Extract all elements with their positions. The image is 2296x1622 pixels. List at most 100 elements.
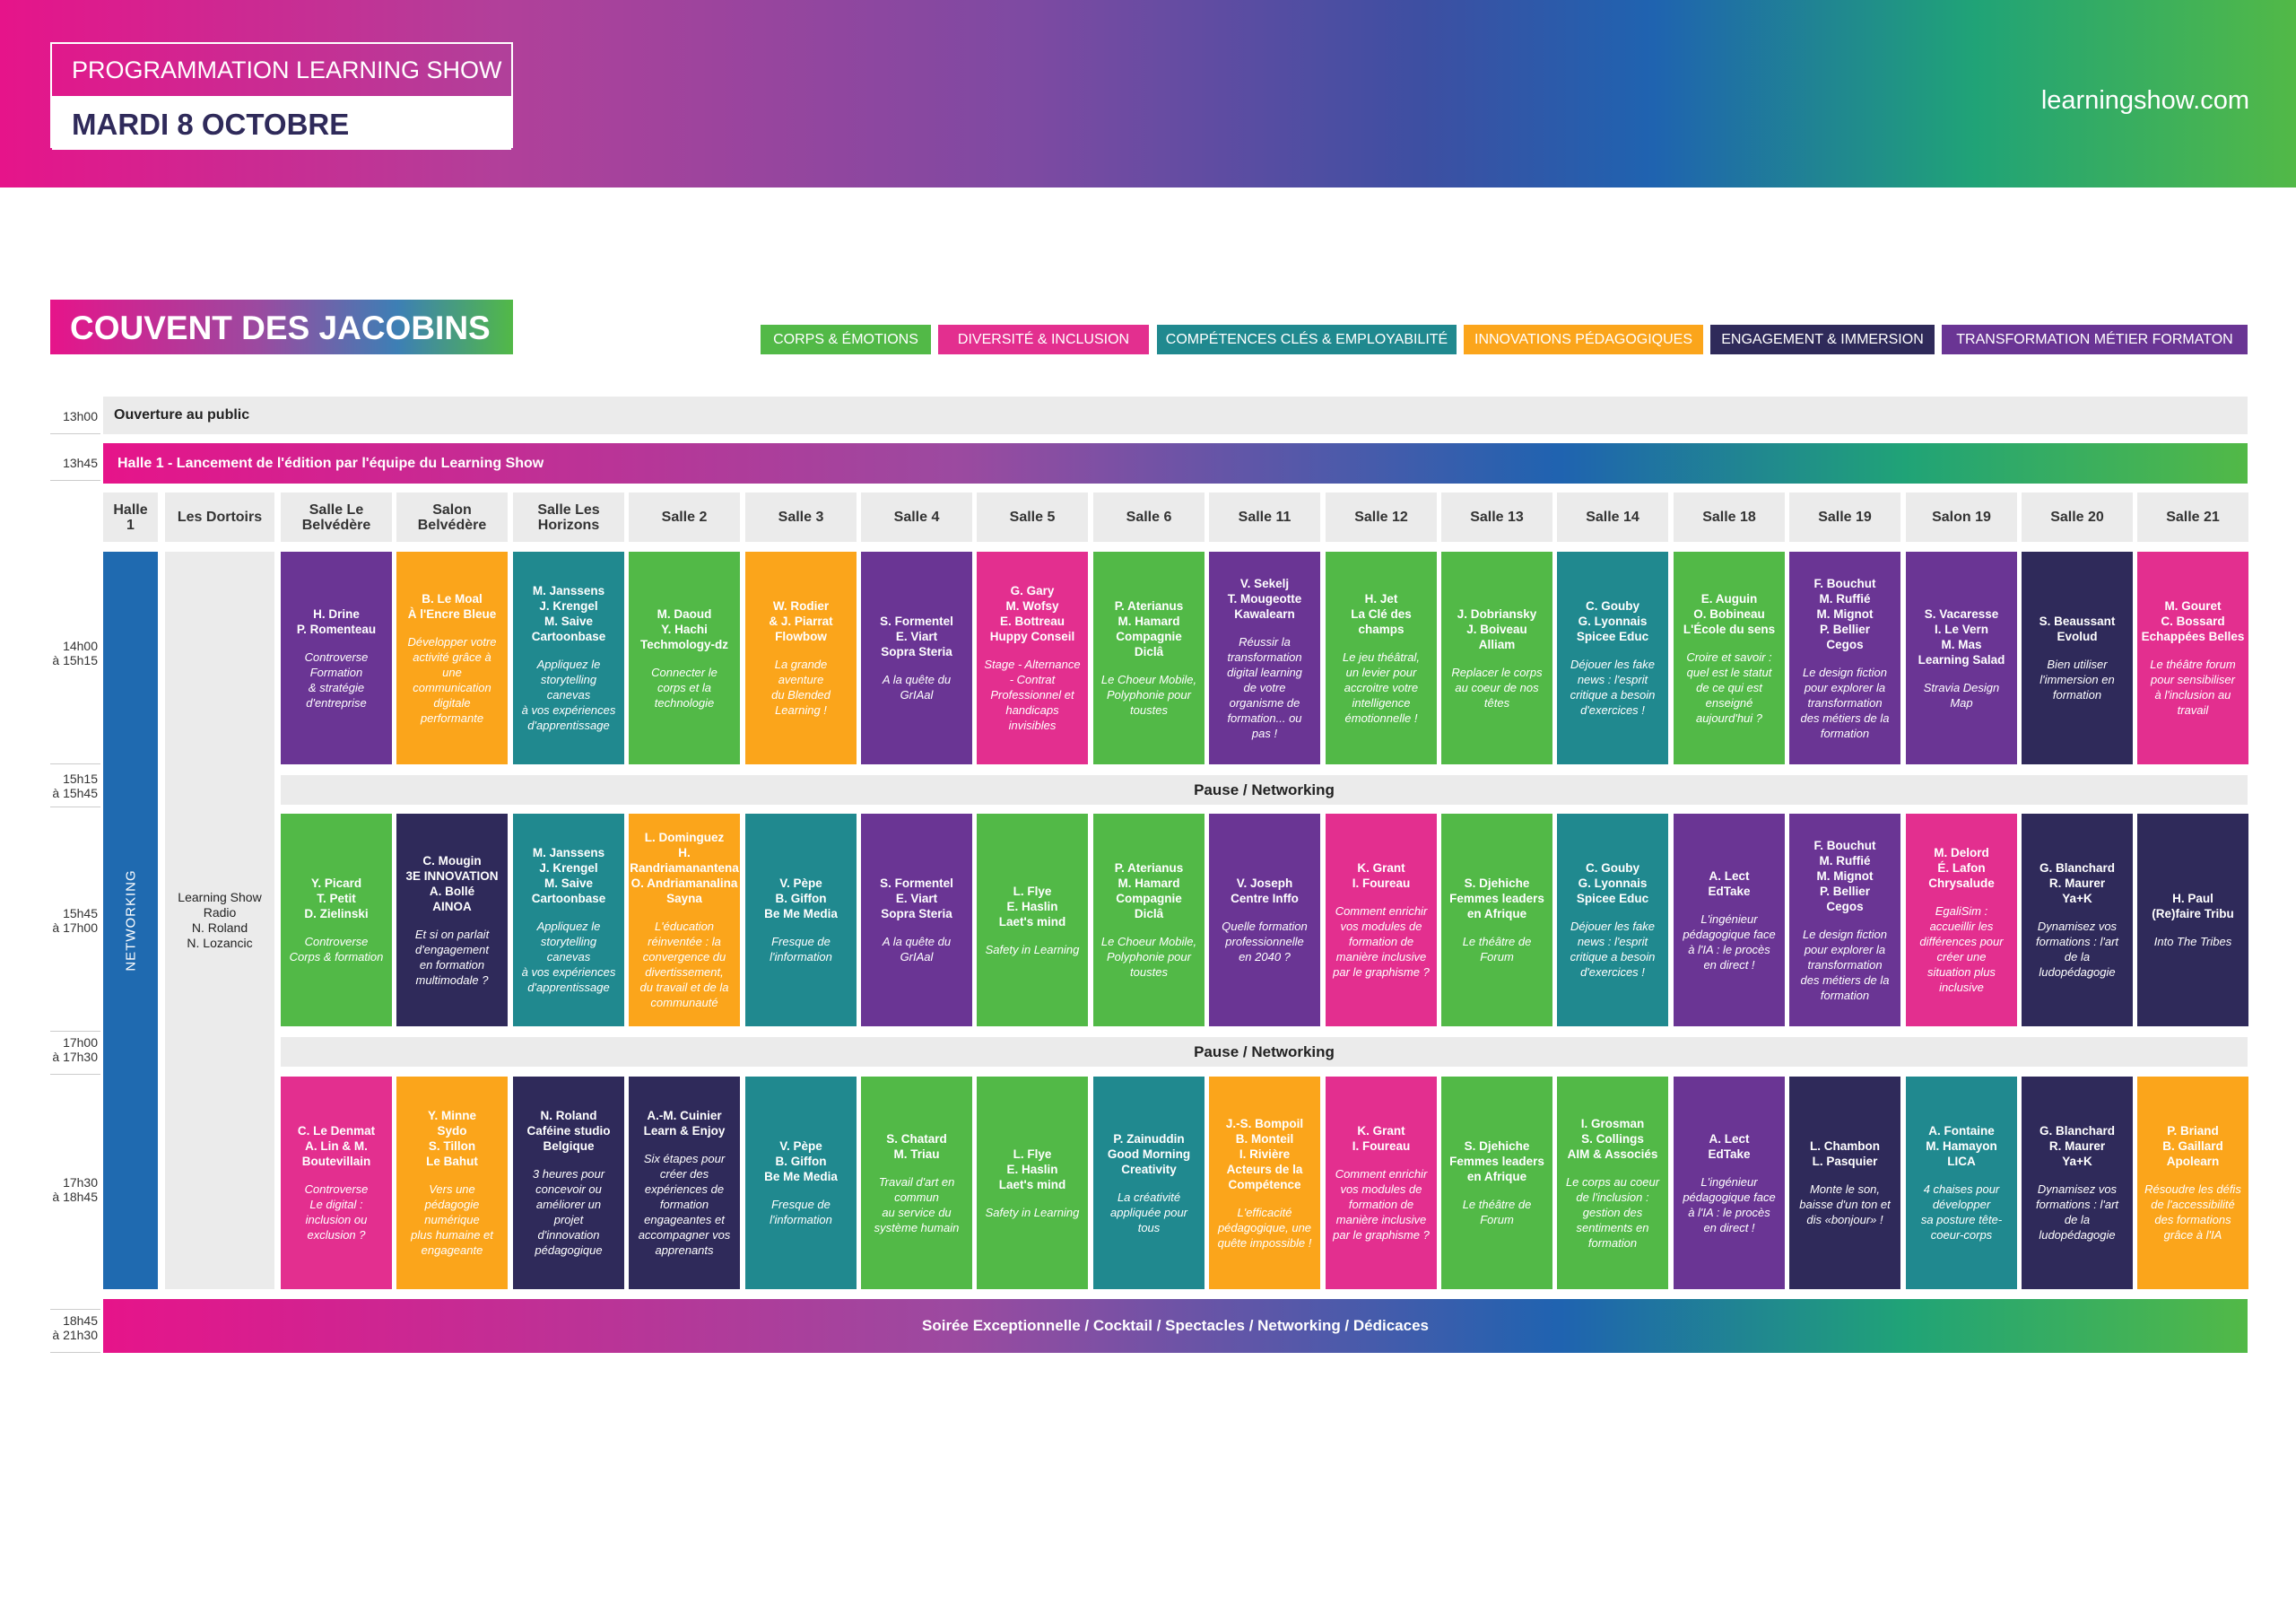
session-title: Travail d'art en commun au service du sy… — [874, 1174, 960, 1234]
session-card[interactable]: K. Grant I. Foureau Comment enrichir vos … — [1326, 1077, 1437, 1289]
session-card[interactable]: M. Gouret C. Bossard Echappées Belles Le … — [2137, 552, 2248, 764]
session-card[interactable]: L. Flye E. Haslin Laet's mind Safety in L… — [977, 1077, 1088, 1289]
session-speakers: I. Grosman S. Collings AIM & Associés — [1567, 1116, 1658, 1161]
website-link[interactable]: learningshow.com — [2040, 86, 2249, 115]
session-card[interactable]: G. Blanchard R. Maurer Ya+K Dynamisez vos… — [2022, 814, 2133, 1026]
session-card[interactable]: P. Aterianus M. Hamard Compagnie Diclâ Le… — [1093, 552, 1205, 764]
session-card[interactable]: J.-S. Bompoil B. Monteil I. Rivière Acte… — [1209, 1077, 1320, 1289]
session-card[interactable]: J. Dobriansky J. Boiveau Alliam Replacer … — [1441, 552, 1552, 764]
session-speakers: W. Rodier & J. Piarrat Flowbow — [769, 599, 833, 643]
session-speakers: P. Briand B. Gaillard Apolearn — [2162, 1124, 2223, 1168]
session-title: A la quête du GrIAal — [882, 673, 952, 702]
legend-innovations: INNOVATIONS PÉDAGOGIQUES — [1464, 325, 1703, 354]
session-title: Comment enrichir vos modules de formatio… — [1333, 904, 1430, 979]
venue-title: COUVENT DES JACOBINS — [50, 300, 513, 354]
session-card[interactable]: V. Joseph Centre Inffo Quelle formation p… — [1209, 814, 1320, 1026]
room-header: Salle 20 — [2022, 493, 2133, 542]
session-card[interactable]: P. Briand B. Gaillard Apolearn Résoudre l… — [2137, 1077, 2248, 1289]
session-card[interactable]: H. Jet La Clé des champs Le jeu théâtral,… — [1326, 552, 1437, 764]
session-card[interactable]: M. Daoud Y. Hachi Techmology-dz Connecter… — [629, 552, 740, 764]
session-speakers: F. Bouchut M. Ruffié M. Mignot P. Bellie… — [1813, 838, 1876, 913]
session-card[interactable]: I. Grosman S. Collings AIM & Associés Le … — [1557, 1077, 1668, 1289]
pause-bar-2: Pause / Networking — [281, 1037, 2248, 1067]
legend-transformation: TRANSFORMATION MÉTIER FORMATON — [1942, 325, 2248, 354]
session-card[interactable]: S. Djehiche Femmes leaders en Afrique Le … — [1441, 1077, 1552, 1289]
session-speakers: M. Janssens J. Krengel M. Saive Cartoonb… — [531, 846, 606, 905]
session-card[interactable]: G. Blanchard R. Maurer Ya+K Dynamisez vos… — [2022, 1077, 2133, 1289]
session-card[interactable]: C. Gouby G. Lyonnais Spicee Educ Déjouer … — [1557, 814, 1668, 1026]
session-card[interactable]: L. Flye E. Haslin Laet's mind Safety in L… — [977, 814, 1088, 1026]
session-card[interactable]: L. Dominguez H. Randriamanantena O. Andr… — [629, 814, 740, 1026]
session-card[interactable]: Y. Minne Sydo S. Tillon Le Bahut Vers une… — [396, 1077, 508, 1289]
session-card[interactable]: K. Grant I. Foureau Comment enrichir vos … — [1326, 814, 1437, 1026]
session-card[interactable]: S. Formentel E. Viart Sopra Steria A la q… — [861, 814, 972, 1026]
session-card[interactable]: H. Paul (Re)faire Tribu Into The Tribes — [2137, 814, 2248, 1026]
session-card[interactable]: A. Lect EdTake L'ingénieur pédagogique fa… — [1674, 1077, 1785, 1289]
session-card[interactable]: P. Zainuddin Good Morning Creativity La c… — [1093, 1077, 1205, 1289]
session-speakers: V. Sekelj T. Mougeotte Kawalearn — [1227, 576, 1302, 621]
opening-bar: Ouverture au public — [103, 397, 2248, 434]
session-card[interactable]: B. Le Moal À l'Encre Bleue Développer vot… — [396, 552, 508, 764]
room-header: Salle 2 — [629, 493, 740, 542]
session-card[interactable]: S. Beaussant Evolud Bien utiliser l'immer… — [2022, 552, 2133, 764]
session-title: La créativité appliquée pour tous — [1109, 1190, 1188, 1234]
legend-engagement: ENGAGEMENT & IMMERSION — [1710, 325, 1935, 354]
col-halle-1: Halle 1 — [103, 493, 158, 542]
session-card[interactable]: S. Vacaresse I. Le Vern M. Mas Learning … — [1906, 552, 2017, 764]
session-title: Stravia Design Map — [1923, 680, 2000, 710]
session-card[interactable]: N. Roland Caféine studio Belgique 3 heure… — [513, 1077, 624, 1289]
session-title: Le théâtre de Forum — [1462, 935, 1532, 964]
session-speakers: P. Aterianus M. Hamard Compagnie Diclâ — [1114, 861, 1184, 920]
room-header: Salle Le Belvédère — [281, 493, 392, 542]
session-card[interactable]: F. Bouchut M. Ruffié M. Mignot P. Bellie… — [1789, 552, 1900, 764]
session-card[interactable]: A.-M. Cuinier Learn & Enjoy Six étapes po… — [629, 1077, 740, 1289]
session-title: Monte le son, baisse d'un ton et dis «bo… — [1799, 1182, 1891, 1226]
session-card[interactable]: P. Aterianus M. Hamard Compagnie Diclâ Le… — [1093, 814, 1205, 1026]
session-speakers: G. Blanchard R. Maurer Ya+K — [2039, 861, 2116, 905]
session-card[interactable]: A. Lect EdTake L'ingénieur pédagogique fa… — [1674, 814, 1785, 1026]
legend-diversite: DIVERSITÉ & INCLUSION — [938, 325, 1149, 354]
session-title: Connecter le corps et la technologie — [651, 665, 718, 710]
session-title: Vers une pédagogie numérique plus humain… — [411, 1182, 493, 1257]
session-card[interactable]: E. Auguin O. Bobineau L'École du sens Cro… — [1674, 552, 1785, 764]
session-card[interactable]: M. Delord É. Lafon Chrysalude EgaliSim : … — [1906, 814, 2017, 1026]
session-speakers: L. Dominguez H. Randriamanantena O. Andr… — [630, 831, 739, 905]
session-card[interactable]: V. Sekelj T. Mougeotte Kawalearn Réussir … — [1209, 552, 1320, 764]
session-title: Bien utiliser l'immersion en formation — [2039, 658, 2115, 702]
room-header: Salle 4 — [861, 493, 972, 542]
session-title: Le Choeur Mobile, Polyphonie pour touste… — [1100, 935, 1197, 979]
session-card[interactable]: S. Chatard M. Triau Travail d'art en comm… — [861, 1077, 972, 1289]
session-speakers: P. Zainuddin Good Morning Creativity — [1107, 1131, 1191, 1176]
session-card[interactable]: L. Chambon L. Pasquier Monte le son, bais… — [1789, 1077, 1900, 1289]
session-title: Croire et savoir : quel est le statut de… — [1686, 650, 1772, 725]
session-card[interactable]: V. Pèpe B. Giffon Be Me Media Fresque de … — [745, 814, 857, 1026]
session-card[interactable]: S. Djehiche Femmes leaders en Afrique Le … — [1441, 814, 1552, 1026]
col-les-dortoirs: Les Dortoirs — [165, 493, 274, 542]
session-card[interactable]: C. Gouby G. Lyonnais Spicee Educ Déjouer … — [1557, 552, 1668, 764]
session-card[interactable]: A. Fontaine M. Hamayon LICA 4 chaises pou… — [1906, 1077, 2017, 1289]
session-speakers: H. Paul (Re)faire Tribu — [2152, 892, 2234, 920]
session-title: Into The Tribes — [2153, 935, 2232, 948]
session-speakers: C. Gouby G. Lyonnais Spicee Educ — [1576, 861, 1649, 905]
session-card[interactable]: G. Gary M. Wofsy E. Bottreau Huppy Conse… — [977, 552, 1088, 764]
session-card[interactable]: C. Le Denmat A. Lin & M. Boutevillain Con… — [281, 1077, 392, 1289]
session-card[interactable]: V. Pèpe B. Giffon Be Me Media Fresque de … — [745, 1077, 857, 1289]
session-speakers: F. Bouchut M. Ruffié M. Mignot P. Bellie… — [1813, 576, 1876, 651]
room-header: Salle 14 — [1557, 493, 1668, 542]
session-card[interactable]: M. Janssens J. Krengel M. Saive Cartoonb… — [513, 552, 624, 764]
session-card[interactable]: Y. Picard T. Petit D. Zielinski Controver… — [281, 814, 392, 1026]
session-card[interactable]: S. Formentel E. Viart Sopra Steria A la q… — [861, 552, 972, 764]
session-speakers: A.-M. Cuinier Learn & Enjoy — [643, 1109, 726, 1138]
session-speakers: C. Gouby G. Lyonnais Spicee Educ — [1576, 599, 1649, 643]
session-title: Comment enrichir vos modules de formatio… — [1333, 1167, 1430, 1242]
session-card[interactable]: F. Bouchut M. Ruffié M. Mignot P. Bellie… — [1789, 814, 1900, 1026]
session-card[interactable]: W. Rodier & J. Piarrat Flowbow La grande … — [745, 552, 857, 764]
session-title: Controverse Le digital : inclusion ou ex… — [304, 1182, 369, 1242]
session-card[interactable]: M. Janssens J. Krengel M. Saive Cartoonb… — [513, 814, 624, 1026]
session-card[interactable]: C. Mougin 3E INNOVATION A. Bollé AINOA Et… — [396, 814, 508, 1026]
session-title: Le corps au coeur de l'inclusion : gesti… — [1565, 1174, 1660, 1250]
session-speakers: L. Flye E. Haslin Laet's mind — [998, 884, 1066, 929]
session-card[interactable]: H. Drine P. Romenteau Controverse Formati… — [281, 552, 392, 764]
session-speakers: G. Blanchard R. Maurer Ya+K — [2039, 1124, 2116, 1168]
session-speakers: S. Beaussant Evolud — [2039, 615, 2116, 643]
